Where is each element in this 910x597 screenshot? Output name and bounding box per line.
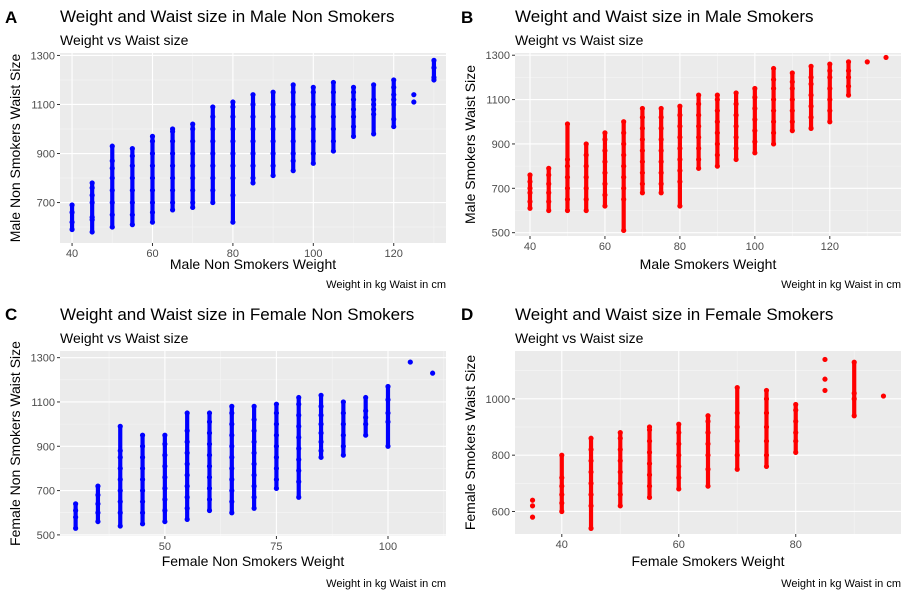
chart-caption: Weight in kg Waist in cm (781, 578, 901, 590)
data-point (411, 99, 417, 105)
x-tick-label: 100 (379, 541, 397, 553)
y-tick-label: 500 (492, 228, 510, 240)
x-axis-label: Male Smokers Weight (640, 256, 777, 272)
panel-tag: B (461, 8, 473, 27)
x-axis-label: Male Non Smokers Weight (170, 256, 336, 272)
data-point (822, 376, 828, 382)
data-point (822, 356, 828, 363)
x-tick-label: 75 (270, 541, 282, 553)
x-tick-label: 120 (821, 241, 839, 253)
x-tick-label: 100 (746, 241, 764, 253)
x-tick-label: 40 (66, 248, 78, 260)
y-tick-label: 800 (492, 450, 510, 462)
data-point (880, 393, 887, 399)
y-axis-label: Female Non Smokers Waist Size (7, 341, 23, 546)
y-tick-label: 1100 (31, 397, 55, 409)
x-tick-label: 80 (227, 248, 239, 260)
y-tick-label: 900 (37, 149, 55, 161)
x-tick-label: 100 (304, 248, 322, 260)
chart-title: Weight and Waist size in Female Non Smok… (60, 305, 414, 324)
x-tick-label: 120 (385, 248, 403, 260)
y-tick-label: 500 (37, 530, 55, 542)
y-tick-label: 1100 (31, 99, 55, 111)
chart-caption: Weight in kg Waist in cm (326, 279, 446, 291)
data-point (822, 387, 828, 394)
data-point (864, 59, 870, 65)
chart-caption: Weight in kg Waist in cm (326, 578, 446, 590)
x-tick-label: 40 (556, 539, 568, 551)
x-tick-label: 60 (146, 248, 158, 260)
data-point (430, 370, 436, 376)
data-point (407, 359, 413, 365)
x-axis-label: Female Smokers Weight (631, 553, 784, 569)
x-tick-label: 40 (524, 241, 536, 253)
y-axis-label: Male Smokers Waist Size (462, 65, 478, 224)
y-tick-label: 1300 (486, 50, 510, 62)
data-point (883, 54, 889, 61)
x-tick-label: 50 (159, 541, 171, 553)
x-tick-label: 80 (790, 539, 802, 551)
panel-tag: A (5, 8, 17, 27)
y-tick-label: 1000 (486, 394, 510, 406)
data-point (529, 503, 536, 509)
chart-subtitle: Weight vs Waist size (515, 32, 644, 48)
x-tick-label: 60 (673, 539, 685, 551)
data-point (411, 92, 417, 98)
plot-background (515, 53, 901, 236)
x-axis-label: Female Non Smokers Weight (162, 553, 345, 569)
y-axis-label: Female Smokers Waist Size (462, 355, 478, 531)
chart-title: Weight and Waist size in Female Smokers (515, 305, 833, 324)
y-tick-label: 1300 (31, 353, 55, 365)
y-tick-label: 700 (37, 198, 55, 210)
chart-title: Weight and Waist size in Male Smokers (515, 7, 814, 26)
y-tick-label: 1100 (486, 95, 510, 107)
x-tick-label: 80 (674, 241, 686, 253)
chart-subtitle: Weight vs Waist size (60, 32, 189, 48)
panel-tag: D (461, 305, 473, 324)
y-tick-label: 900 (492, 139, 510, 151)
y-tick-label: 900 (37, 441, 55, 453)
chart-subtitle: Weight vs Waist size (60, 330, 189, 346)
chart-title: Weight and Waist size in Male Non Smoker… (60, 7, 394, 26)
y-tick-label: 700 (492, 183, 510, 195)
y-axis-label: Male Non Smokers Waist Size (7, 54, 23, 243)
chart-caption: Weight in kg Waist in cm (781, 279, 901, 291)
data-point (529, 497, 536, 503)
y-tick-label: 1300 (31, 50, 55, 62)
x-tick-label: 60 (599, 241, 611, 253)
data-point (529, 514, 536, 520)
chart-subtitle: Weight vs Waist size (515, 330, 644, 346)
y-tick-label: 700 (37, 486, 55, 498)
y-tick-label: 600 (492, 506, 510, 518)
panel-tag: C (5, 305, 17, 324)
